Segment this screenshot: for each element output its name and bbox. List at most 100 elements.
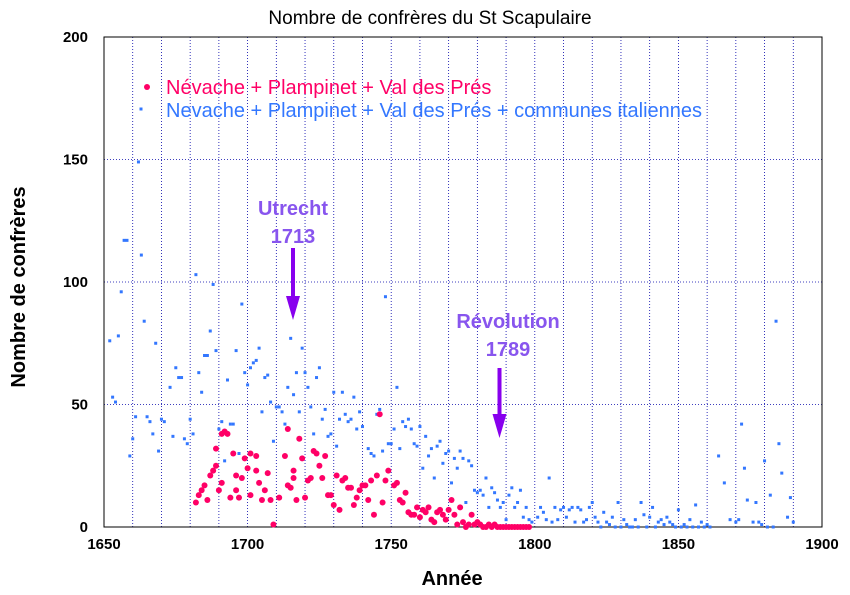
data-point-italiennes [254,358,258,362]
data-point-italiennes [136,160,140,164]
data-point-italiennes [283,422,287,426]
data-point-italiennes [745,498,749,502]
data-point-nevache [210,467,217,474]
data-point-italiennes [495,498,499,502]
data-point-italiennes [317,366,321,370]
data-point-nevache [342,475,349,481]
data-point-italiennes [157,449,161,453]
data-point-nevache [215,487,222,494]
data-point-italiennes [248,366,252,370]
data-point-italiennes [539,505,543,509]
data-point-italiennes [111,395,115,399]
data-point-italiennes [386,442,390,446]
data-point-italiennes [381,449,385,453]
data-point-nevache [253,452,260,459]
annotation-utrecht-label: Utrecht [258,198,328,220]
annotation-revolution-year: 1789 [486,339,531,361]
y-tick-label: 150 [63,152,88,169]
data-point-italiennes [765,525,769,529]
data-point-italiennes [378,407,382,411]
data-point-italiennes [584,518,588,522]
data-point-italiennes [447,449,451,453]
data-point-italiennes [636,525,640,529]
data-point-italiennes [691,525,695,529]
data-point-nevache [233,487,240,494]
data-point-italiennes [668,520,672,524]
data-point-nevache [376,411,383,418]
data-point-italiennes [409,427,413,431]
data-point-nevache [241,455,248,462]
data-point-italiennes [564,515,568,519]
data-point-nevache [336,506,343,513]
data-point-italiennes [257,346,261,350]
y-tick-label: 200 [63,29,88,46]
data-point-nevache [322,452,329,459]
data-point-italiennes [737,518,741,522]
data-point-italiennes [142,319,146,323]
data-point-italiennes [108,339,112,343]
data-point-nevache [253,467,260,474]
y-tick-label: 100 [63,274,88,291]
data-point-italiennes [653,525,657,529]
data-point-nevache [385,467,392,474]
data-point-italiennes [205,354,209,357]
data-point-nevache [238,475,245,481]
data-point-italiennes [200,390,204,394]
data-point-italiennes [415,444,419,448]
data-point-italiennes [223,459,227,463]
data-point-nevache [431,519,438,526]
data-point-italiennes [450,481,454,485]
data-point-italiennes [338,417,342,421]
data-point-italiennes [625,523,629,527]
data-point-nevache [368,477,375,484]
data-point-nevache [204,497,211,504]
legend-label-nevache: Névache + Plampinet + Val des Prés [166,77,491,99]
data-point-nevache [468,511,475,518]
legend: Névache + Plampinet + Val des Prés Nevac… [139,77,702,122]
data-point-italiennes [771,525,775,529]
data-point-nevache [414,504,421,511]
data-point-italiennes [613,525,617,529]
x-axis-label: Année [421,568,482,590]
data-point-italiennes [340,390,344,394]
data-point-italiennes [559,508,563,512]
data-point-italiennes [458,449,462,453]
data-point-italiennes [452,456,456,460]
data-point-italiennes [125,238,129,242]
data-point-italiennes [188,417,192,421]
data-point-italiennes [628,525,632,529]
data-point-italiennes [119,290,123,294]
data-point-italiennes [464,501,468,504]
data-point-nevache [445,506,452,513]
data-point-italiennes [788,496,792,500]
data-point-italiennes [392,427,396,431]
y-tick-label: 0 [80,519,88,536]
data-point-nevache [247,450,254,457]
data-point-italiennes [231,422,235,426]
data-point-italiennes [536,515,540,519]
data-point-italiennes [404,425,408,429]
data-point-italiennes [217,427,221,431]
data-point-nevache [402,489,409,496]
data-point-italiennes [162,420,166,424]
data-point-italiennes [622,518,626,522]
annotation-revolution-arrow-shaft [497,368,502,414]
data-point-nevache [393,479,400,486]
data-point-italiennes [251,361,255,365]
data-point-italiennes [455,466,459,470]
data-point-italiennes [722,481,726,485]
data-point-nevache [224,430,231,437]
data-point-italiennes [294,371,298,375]
data-point-italiennes [777,442,781,446]
data-point-italiennes [131,437,135,441]
data-point-italiennes [211,282,215,286]
data-point-nevache [330,501,337,508]
data-point-italiennes [642,513,646,517]
data-point-nevache [425,504,432,511]
data-point-italiennes [260,410,264,414]
data-point-italiennes [576,505,580,509]
x-tick-label: 1900 [805,536,838,553]
x-tick-label: 1750 [375,536,408,553]
data-point-nevache [379,499,386,506]
legend-marker-italiennes [139,107,143,111]
